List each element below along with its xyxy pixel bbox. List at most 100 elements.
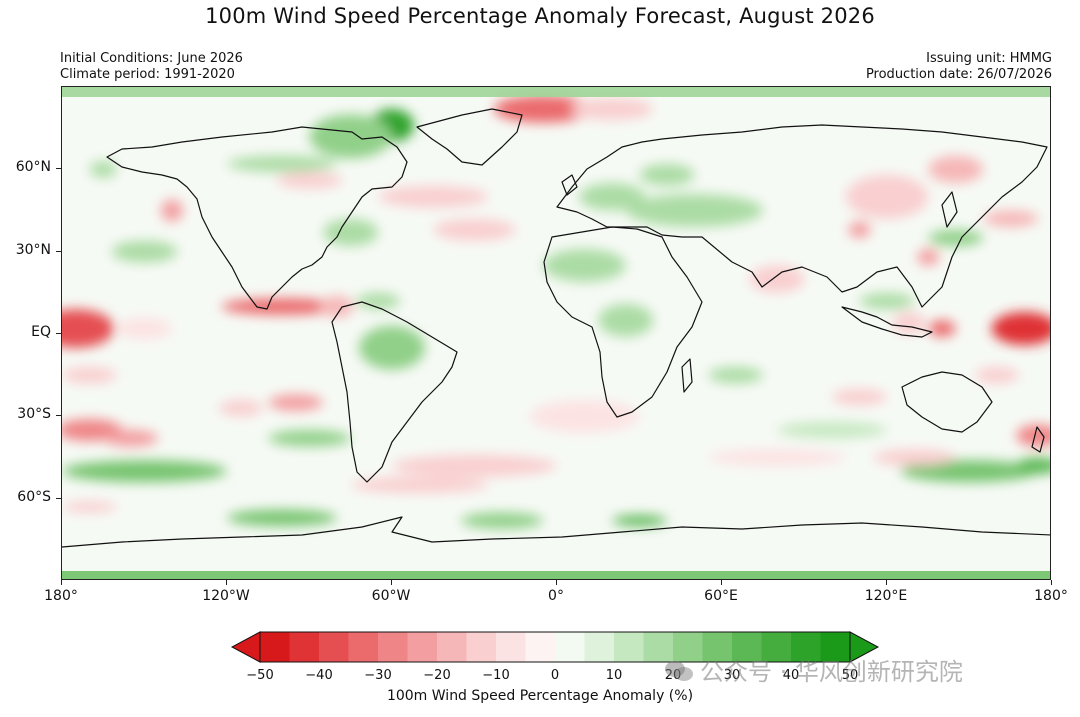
colorbar-segment [820,632,851,662]
anomaly-blob [928,229,984,247]
colorbar-segment [673,632,703,662]
map-canvas [62,87,1050,579]
coast-greenland [416,108,523,166]
anomaly-blob [350,476,489,494]
y-tick-mark [56,333,61,334]
anomaly-blob [276,172,343,189]
colorbar-segment [614,632,644,662]
colorbar-tick-label: −10 [482,668,510,683]
colorbar-segment [525,632,556,662]
anomaly-blob [928,155,984,184]
anomaly-blob [845,174,929,219]
x-tick-mark [886,580,887,585]
colorbar-segment [643,632,674,662]
anomaly-blob [708,366,764,384]
anomaly-blob [89,161,117,178]
x-tick-mark [556,580,557,585]
anomaly-blob [1016,457,1050,474]
coast-africa [543,226,703,418]
x-tick-label: 120°E [864,588,908,604]
x-tick-label: 60°W [371,588,411,604]
colorbar-segment [348,632,379,662]
anomaly-blob [268,394,324,411]
colorbar-frame [259,631,851,663]
anomaly-blob [62,309,115,348]
colorbar-segment [496,632,526,662]
anomaly-blob [639,163,695,186]
anomaly-blob [708,449,846,466]
anomaly-blob [873,449,956,466]
y-tick-label: 60°N [15,159,51,176]
anomaly-blob [62,460,227,483]
colorbar-extend-min [230,631,261,663]
colorbar-tick-label: −50 [246,668,274,683]
anomaly-blob [460,512,544,529]
anomaly-blob [612,515,667,527]
anomaly-blob [323,218,379,247]
colorbar-tick-label: 10 [605,668,623,683]
x-tick-mark [61,580,62,585]
x-tick-label: 180° [44,588,78,604]
anomaly-blob [848,221,871,238]
anomaly-blob [62,366,117,384]
chart-title: 100m Wind Speed Percentage Anomaly Forec… [205,4,875,28]
anomaly-blob [543,248,626,282]
colorbar-segment [289,632,320,662]
anomaly-blob [892,312,926,334]
anomaly-blob [309,114,392,159]
arctic-band [62,87,1050,97]
anomaly-blob [227,155,337,173]
anomaly-blob [359,325,425,370]
initial-conditions: Initial Conditions: June 2026 [60,51,243,66]
x-tick-mark [391,580,392,585]
y-tick-label: 30°N [15,241,51,258]
anomaly-blob [928,320,956,337]
antarctic-band [62,571,1050,579]
coast-australia [901,371,993,433]
x-tick-label: 120°W [202,588,250,604]
y-tick-label: EQ [31,324,51,340]
anomaly-blob [625,194,764,227]
background-field [62,87,1050,579]
x-tick-label: 60°E [704,588,738,604]
anomaly-field [62,95,1050,529]
run-info-right: Issuing unit: HMMG Production date: 26/0… [866,51,1052,83]
colorbar-segment [761,632,792,662]
colorbar-segment [407,632,438,662]
anomaly-blob [832,388,887,406]
anomaly-blob [859,292,915,310]
coast-japan [941,191,958,228]
coast-north-america [106,126,408,310]
colorbar [230,631,880,663]
colorbar-segment [702,632,733,662]
colorbar-tick-label: 30 [723,668,741,683]
anomaly-blob [493,95,593,123]
anomaly-blob [529,399,640,433]
colorbar-label: 100m Wind Speed Percentage Anomaly (%) [386,688,694,704]
issuing-unit: Issuing unit: HMMG [926,51,1052,66]
y-tick-mark [56,497,61,499]
colorbar-segment [584,632,615,662]
colorbar-segment [466,632,497,662]
anomaly-map [61,86,1051,580]
coast-antarctica [62,516,1050,548]
run-info-left: Initial Conditions: June 2026 Climate pe… [60,51,243,83]
coast-indonesia [841,306,933,338]
anomaly-blob [749,265,805,293]
colorbar-tick-label: 0 [550,668,560,683]
anomaly-blob [320,295,354,318]
x-tick-mark [721,580,722,585]
coast-madagascar [681,358,693,393]
anomaly-blob [777,421,887,439]
x-tick-label: 180° [1034,588,1068,604]
anomaly-blob [900,460,1039,483]
anomaly-blob [227,509,337,527]
anomaly-blob [433,218,516,241]
y-tick-label: 60°S [17,488,51,505]
anomaly-blob [991,312,1050,345]
anomaly-blob [983,210,1039,227]
anomaly-blob [579,183,645,211]
anomaly-blob [356,292,401,310]
anomaly-blob [570,97,654,120]
colorbar-segment [319,632,349,662]
